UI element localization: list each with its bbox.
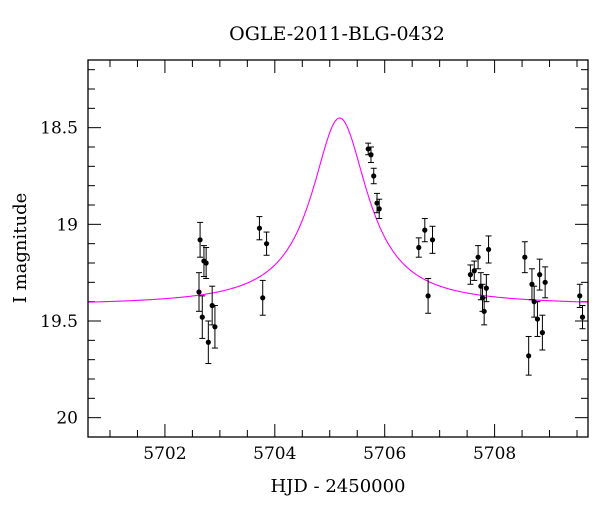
data-point (203, 247, 210, 279)
data-point-marker (197, 237, 203, 243)
data-point (481, 297, 488, 326)
data-point (415, 237, 422, 258)
data-point-marker (365, 146, 371, 152)
data-point (483, 274, 490, 303)
data-point-marker (199, 314, 205, 320)
data-point (531, 285, 538, 318)
data-point-marker (422, 227, 428, 233)
data-point (521, 241, 528, 274)
data-point (425, 277, 432, 314)
data-point-marker (256, 225, 263, 231)
x-axis-label: HJD - 2450000 (270, 476, 405, 497)
data-point (429, 225, 436, 254)
data-point-marker (522, 254, 528, 260)
data-point (197, 221, 204, 258)
data-point-marker (205, 339, 211, 345)
data-point-marker (526, 353, 532, 359)
y-tick-label: 19.5 (40, 312, 78, 332)
data-point-marker (368, 152, 374, 158)
data-point-marker (203, 260, 209, 266)
data-point (539, 314, 546, 351)
data-point-marker (475, 254, 481, 260)
data-point-marker (425, 293, 431, 299)
data-point (528, 268, 535, 301)
data-point (536, 258, 543, 291)
data-point (467, 264, 474, 285)
data-point-marker (481, 308, 487, 314)
chart-title: OGLE-2011-BLG-0432 (229, 23, 445, 45)
data-point-marker (579, 314, 586, 320)
data-point (195, 272, 202, 312)
data-point (365, 142, 372, 156)
x-tick-label: 5702 (143, 444, 186, 464)
x-tick-label: 5708 (473, 444, 516, 464)
data-point (199, 295, 206, 339)
data-point (525, 335, 532, 376)
data-point (534, 301, 541, 337)
data-point-marker (529, 281, 535, 287)
data-point (542, 266, 549, 299)
data-point-marker (471, 268, 477, 274)
data-point-marker (577, 293, 583, 299)
data-point (475, 245, 482, 270)
x-tick-label: 5706 (363, 444, 406, 464)
data-point (471, 260, 478, 281)
y-tick-label: 20 (56, 409, 78, 429)
y-tick-label: 19 (56, 215, 78, 235)
data-point-marker (416, 244, 422, 251)
data-point-marker (376, 206, 382, 212)
data-point (421, 218, 428, 243)
data-point-marker (539, 330, 545, 336)
model-curve-layer (88, 117, 588, 303)
model-curve-line (88, 117, 588, 303)
data-point (579, 305, 586, 330)
axis-ticks (88, 60, 588, 438)
data-point (576, 283, 583, 308)
data-point (485, 235, 492, 264)
tick-labels: 5702 5704 5706 5708 18.5 19 19.5 20 (40, 119, 516, 464)
data-point (205, 320, 212, 365)
data-point-marker (483, 285, 489, 291)
data-point-marker (485, 246, 492, 253)
data-point-marker (212, 324, 218, 330)
data-point-marker (371, 173, 377, 179)
data-point (256, 216, 263, 241)
data-point (376, 198, 383, 220)
y-tick-label: 18.5 (40, 119, 78, 139)
data-point-marker (542, 279, 548, 285)
data-point-marker (467, 272, 474, 278)
y-axis-label: I magnitude (10, 193, 31, 304)
data-point-marker (263, 241, 270, 247)
data-point (259, 279, 266, 316)
data-point-marker (260, 295, 266, 301)
data-point (211, 305, 218, 349)
data-point-marker (531, 299, 537, 305)
data-point-marker (374, 200, 380, 206)
data-point-marker (429, 237, 436, 243)
data-point-marker (537, 272, 543, 278)
plot-frame (87, 59, 589, 438)
data-point-marker (196, 289, 202, 295)
data-point (263, 231, 270, 256)
data-point-marker (534, 316, 541, 322)
x-tick-label: 5704 (253, 444, 296, 464)
data-point (200, 245, 207, 278)
data-point (370, 167, 377, 185)
data-point (367, 146, 374, 163)
data-points-layer (195, 142, 586, 376)
